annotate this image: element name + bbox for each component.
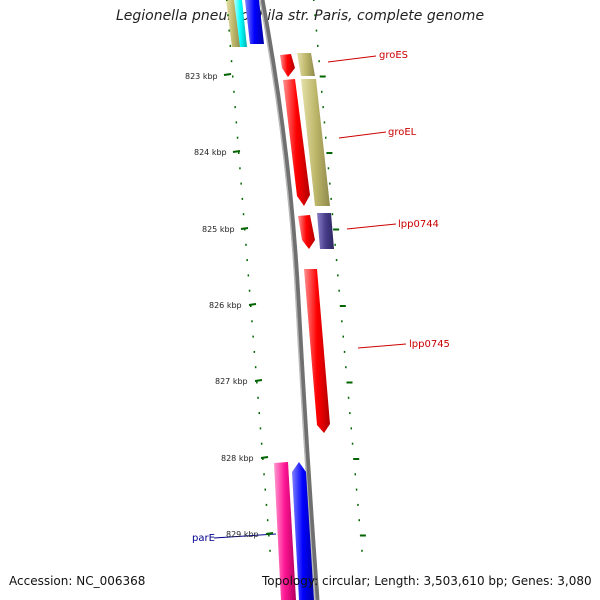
accession-label: Accession: NC_006368: [9, 574, 146, 588]
gene-khaki-groel: [301, 79, 330, 206]
kbp-tick-823: [223, 73, 232, 76]
kbp-label-829: 829 kbp: [226, 530, 259, 539]
groes-leader-line: [327, 55, 377, 63]
kbp-tick-828: [260, 456, 269, 459]
gene-label-lpp0745: lpp0745: [409, 339, 450, 350]
kbp-tick-827: [254, 379, 263, 382]
kbp-tick-826: [248, 303, 257, 306]
gene-red-groes-upstream: [280, 54, 295, 77]
kbp-label-826: 826 kbp: [209, 301, 242, 310]
gene-red-groel-upstream: [283, 79, 310, 206]
kbp-label-827: 827 kbp: [215, 377, 248, 386]
gene-khaki-groes: [297, 53, 315, 76]
genome-backbone-highlight: [259, 0, 316, 600]
lpp0744-leader-line: [346, 223, 397, 230]
kbp-label-828: 828 kbp: [221, 454, 254, 463]
gene-red-lpp0745: [304, 269, 330, 433]
gene-blue-pare: [292, 462, 314, 600]
gene-pink-pare: [274, 462, 296, 600]
gene-red-lpp0744-upstream: [298, 215, 315, 249]
gene-label-pare: parE: [192, 533, 215, 544]
gene-khaki-top: [226, 0, 241, 47]
kbp-tick-824: [232, 150, 241, 153]
kbp-tick-829: [265, 532, 274, 535]
gene-label-groel: groEL: [388, 127, 417, 138]
genome-summary: Topology: circular; Length: 3,503,610 bp…: [262, 574, 592, 588]
kbp-label-824: 824 kbp: [194, 148, 227, 157]
genome-backbone: [259, 0, 320, 600]
kbp-label-823: 823 kbp: [185, 72, 218, 81]
groel-leader-line: [338, 131, 387, 139]
gene-label-lpp0744: lpp0744: [398, 219, 439, 230]
kbp-scale: 823 kbp 824 kbp 825 kbp 826 kbp 827 kbp …: [185, 72, 274, 539]
gene-cyan-top: [234, 0, 247, 47]
lpp0745-leader-line: [357, 343, 407, 349]
minor-ticks-outer: [313, 0, 366, 552]
pare-leader-line: [213, 533, 277, 539]
kbp-label-825: 825 kbp: [202, 225, 235, 234]
minor-ticks-inner: [226, 0, 271, 552]
gene-blue-top: [245, 0, 264, 44]
gene-slate-lpp0744: [317, 213, 334, 249]
map-title: Legionella pneumophila str. Paris, compl…: [115, 8, 485, 24]
gene-label-groes: groES: [379, 50, 408, 61]
